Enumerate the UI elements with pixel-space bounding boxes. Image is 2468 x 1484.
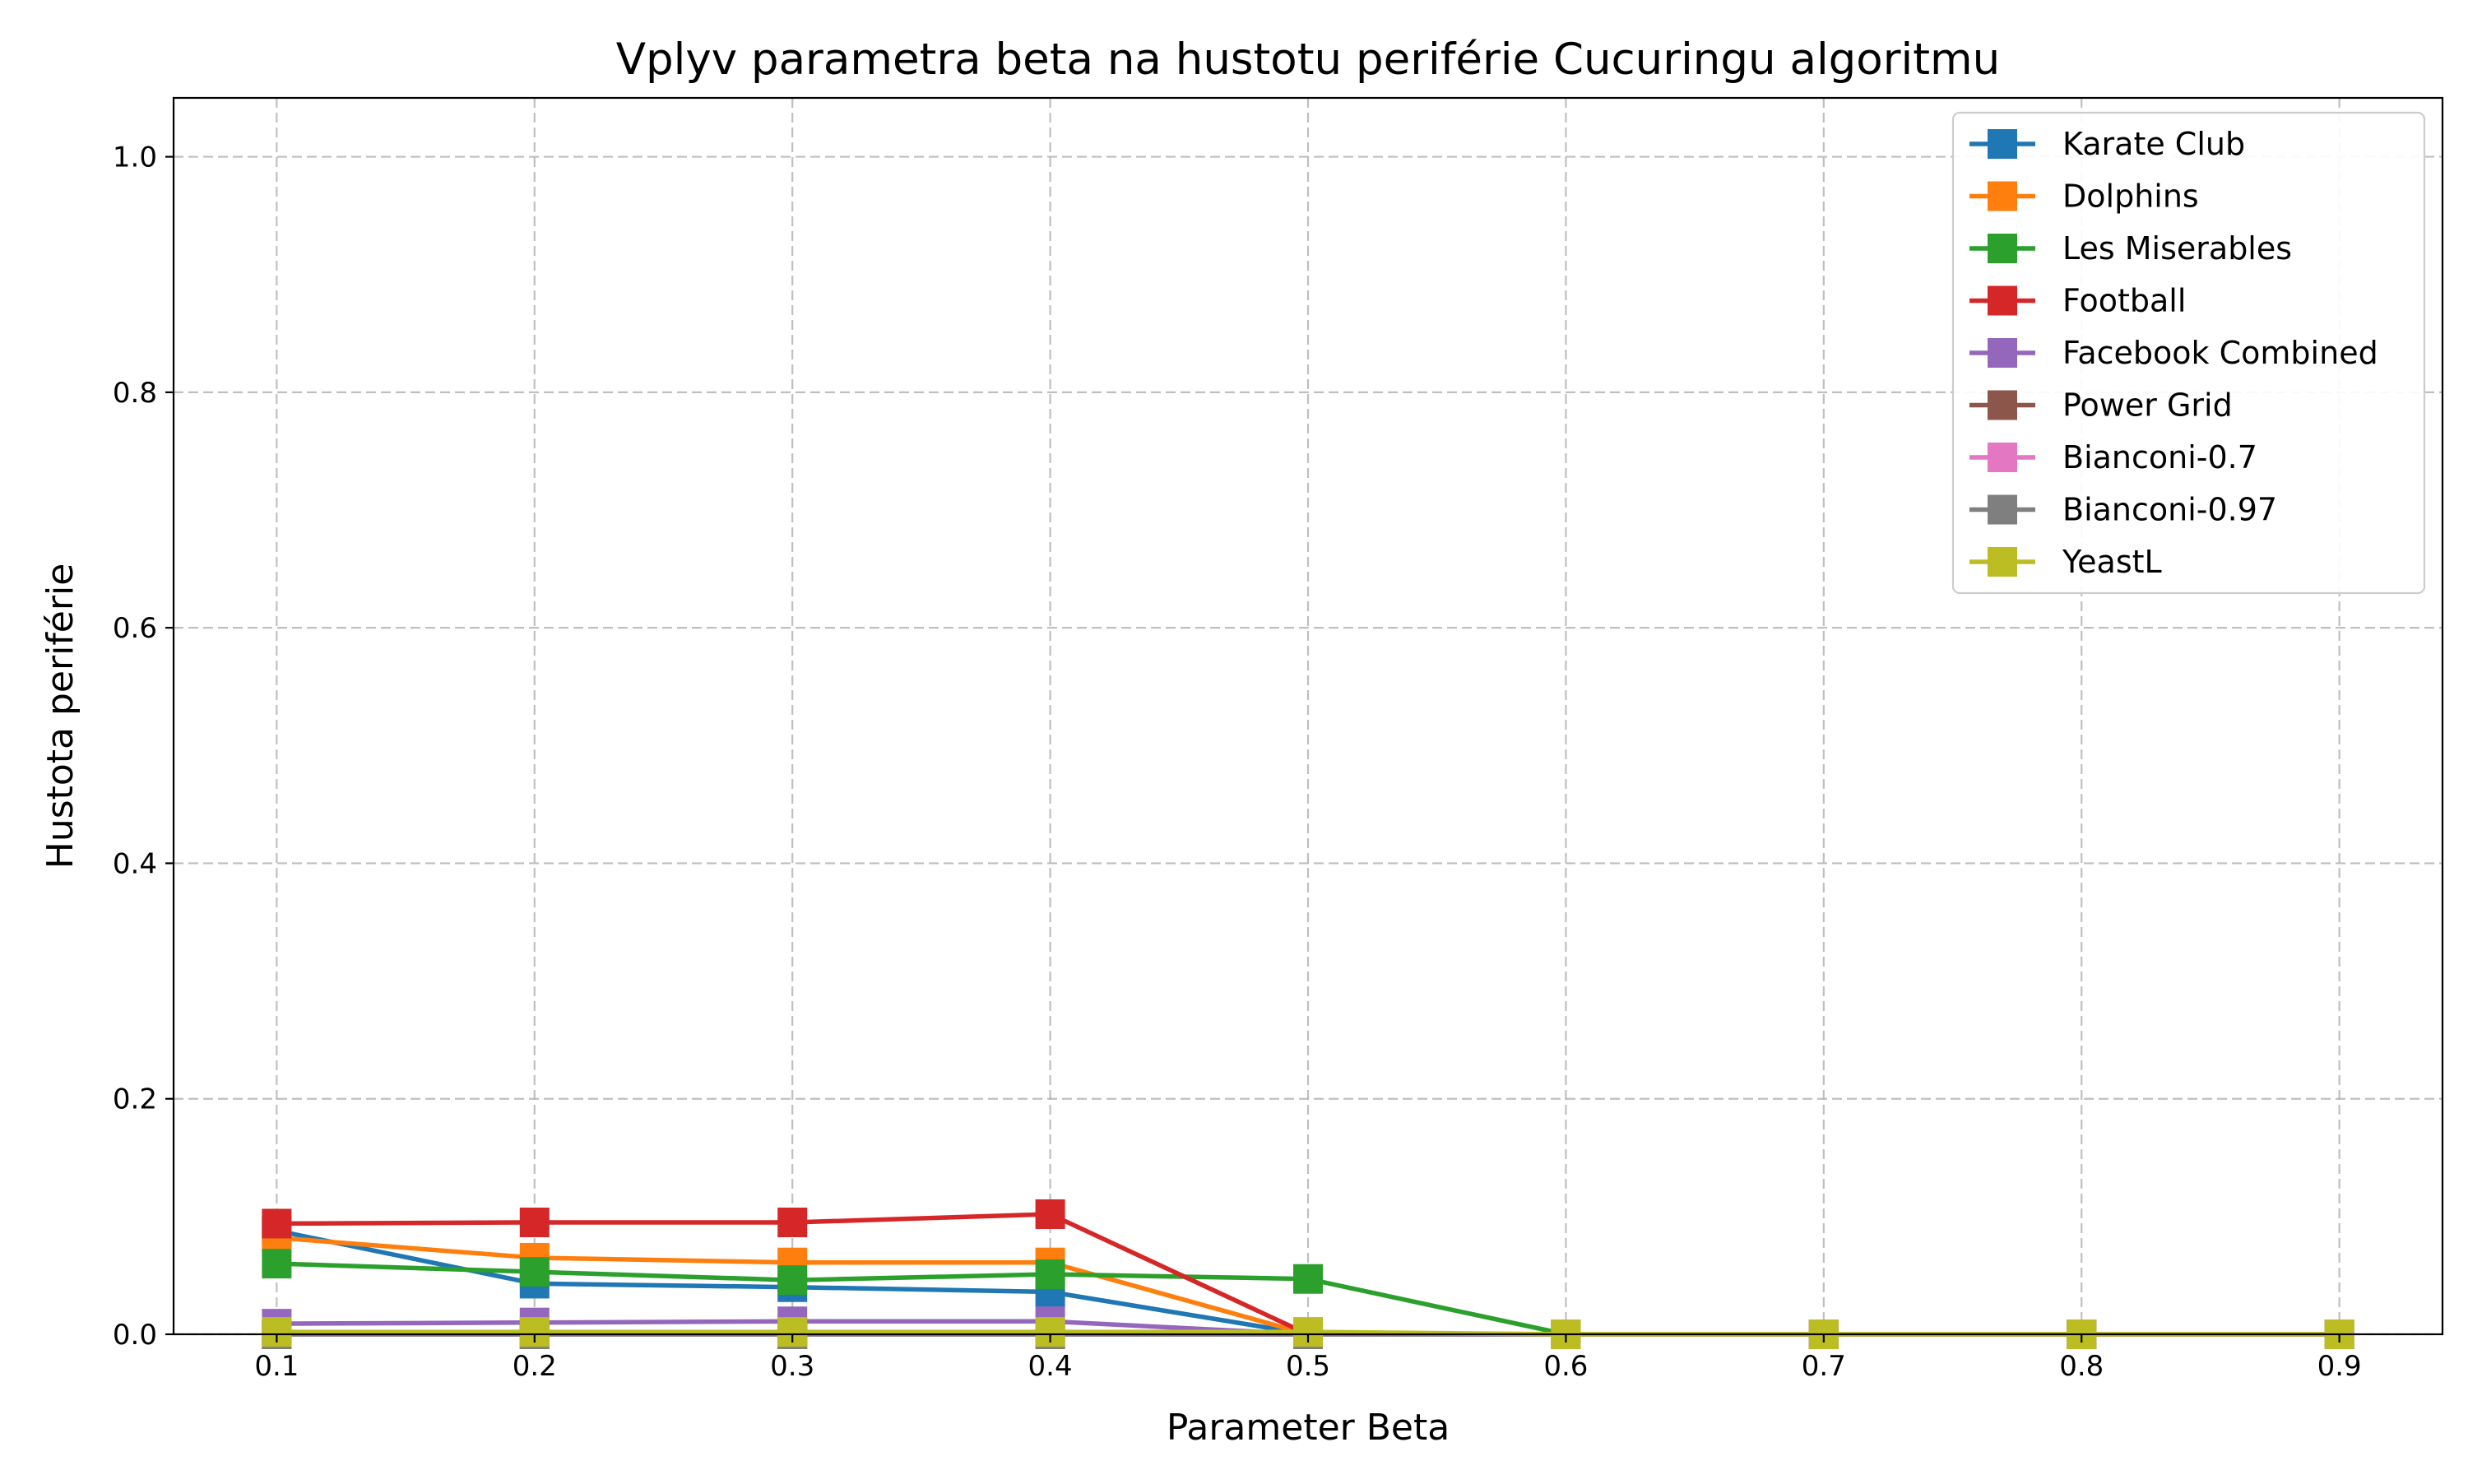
data-point [1035, 1199, 1065, 1229]
x-tick-label: 0.7 [1802, 1350, 1846, 1383]
legend-item: YeastL [1969, 544, 2162, 580]
x-tick-label: 0.4 [1028, 1350, 1073, 1383]
legend-label: YeastL [2062, 544, 2162, 580]
series-line [276, 1261, 1566, 1337]
data-point [519, 1257, 550, 1287]
legend-label: Football [2062, 283, 2186, 319]
x-tick-label: 0.8 [2059, 1350, 2104, 1383]
legend-label: Les Miserables [2062, 230, 2292, 267]
legend-label: Facebook Combined [2062, 335, 2378, 371]
x-tick-label: 0.9 [2317, 1350, 2362, 1383]
y-axis-label: Hustota periférie [39, 563, 81, 870]
legend-item: Bianconi-0.7 [1969, 439, 2257, 475]
y-tick-label: 1.0 [113, 141, 157, 174]
legend-item: Facebook Combined [1969, 335, 2378, 371]
axis-layer: 0.1 0.2 0.3 0.4 0.5 0.6 0.7 0.8 0.9 0.0 0.2 0.4 0.6 0… [113, 141, 2362, 1383]
legend-label: Dolphins [2062, 179, 2199, 215]
legend-frame [1951, 111, 2426, 595]
legend-item: Bianconi-0.97 [1969, 492, 2277, 528]
data-point [777, 1265, 808, 1296]
data-point [1035, 1259, 1065, 1289]
chart-title: Vplyv parametra beta na hustotu periféri… [616, 35, 2001, 85]
legend-item: Karate Club [1969, 126, 2245, 162]
data-point [519, 1208, 550, 1238]
legend-marker [1988, 234, 2017, 263]
legend-item: Dolphins [1969, 179, 2199, 215]
y-tick-label: 0.6 [113, 612, 157, 645]
legend-label: Power Grid [2062, 387, 2233, 424]
data-point [262, 1208, 292, 1239]
x-axis-label: Parameter Beta [1167, 1407, 1450, 1449]
y-tick-label: 0.8 [113, 377, 157, 410]
legend-marker [1988, 129, 2017, 159]
legend-marker [1988, 443, 2017, 472]
x-tick-label: 0.1 [254, 1350, 299, 1383]
legend-item: Les Miserables [1969, 230, 2292, 267]
legend-item: Football [1969, 283, 2186, 319]
legend-marker [1988, 390, 2017, 420]
legend-label: Karate Club [2062, 126, 2245, 162]
x-tick-label: 0.3 [770, 1350, 814, 1383]
legend: Karate Club Dolphins Les Miserables Footbal… [1951, 111, 2426, 595]
legend-item: Power Grid [1969, 387, 2233, 424]
x-tick-label: 0.5 [1286, 1350, 1330, 1383]
data-point [262, 1249, 292, 1279]
legend-marker [1988, 285, 2017, 316]
data-point [777, 1208, 808, 1238]
data-point [1293, 1264, 1323, 1294]
legend-marker [1988, 494, 2017, 525]
x-tick-label: 0.2 [513, 1350, 557, 1383]
x-tick-label: 0.6 [1543, 1350, 1588, 1383]
legend-marker [1988, 338, 2017, 368]
legend-label: Bianconi-0.97 [2062, 492, 2277, 528]
y-tick-label: 0.2 [113, 1083, 157, 1116]
legend-label: Bianconi-0.7 [2062, 439, 2257, 475]
y-tick-label: 0.4 [113, 847, 157, 880]
y-tick-label: 0.0 [113, 1319, 157, 1352]
legend-marker [1988, 547, 2017, 577]
legend-marker [1988, 181, 2017, 211]
